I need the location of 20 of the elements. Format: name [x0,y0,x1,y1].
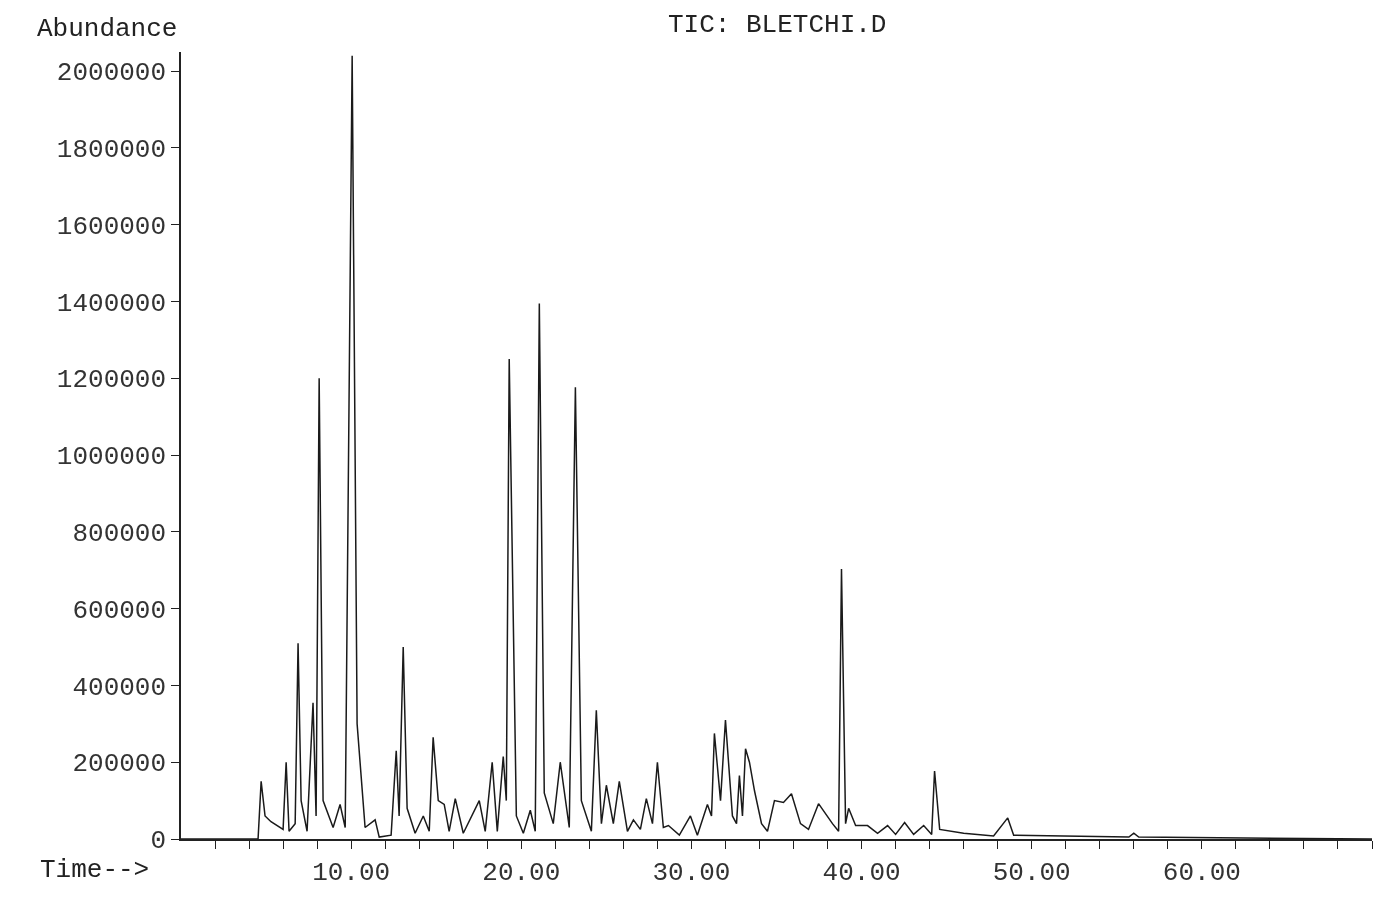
x-tick-label: 30.00 [652,857,731,888]
x-tick-label: 10.00 [312,857,391,888]
y-tick-label: 0 [150,826,167,857]
x-axis-title: Time--> [40,855,150,885]
y-tick-label: 2000000 [56,58,167,89]
y-tick-label: 600000 [72,595,167,626]
x-tick-label: 20.00 [482,857,561,888]
y-tick-label: 400000 [72,672,167,703]
y-tick-label: 1800000 [56,135,167,166]
y-tick-label: 800000 [72,518,167,549]
y-tick-label: 1200000 [56,365,167,396]
x-tick-label: 60.00 [1162,857,1241,888]
y-axis-title: Abundance [37,14,178,44]
x-tick-label: 50.00 [992,857,1071,888]
chart-title: TIC: BLETCHI.D [668,10,887,40]
y-tick-label: 1600000 [56,211,167,242]
x-tick-label: 40.00 [822,857,901,888]
y-tick-label: 200000 [72,749,167,780]
y-tick-label: 1000000 [56,442,167,473]
y-tick-label: 1400000 [56,288,167,319]
